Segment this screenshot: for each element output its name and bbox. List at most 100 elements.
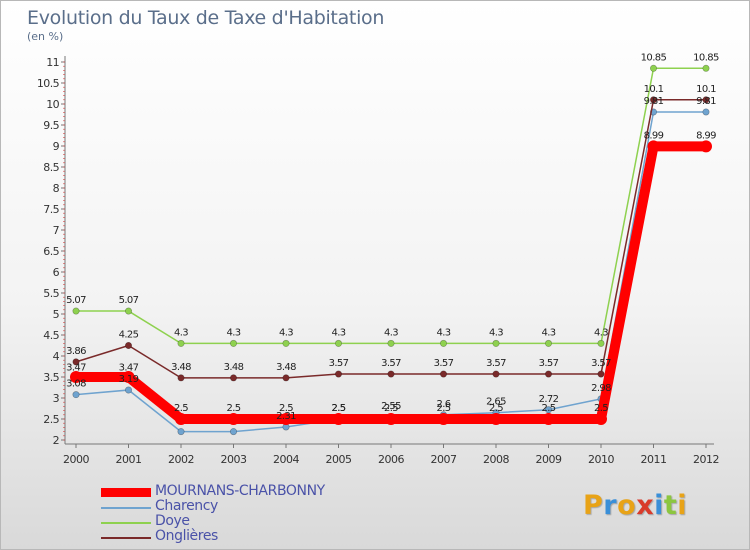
x-tick-label: 2010 (588, 453, 614, 466)
legend-swatch (101, 507, 151, 509)
y-unit-label: (en %) (27, 30, 64, 43)
logo-letter: o (617, 490, 637, 521)
data-label: 5.07 (119, 295, 139, 306)
data-label: 10.85 (693, 52, 719, 63)
data-point (702, 64, 710, 72)
logo-letter: i (654, 490, 664, 521)
data-label: 8.99 (696, 130, 716, 141)
data-label: 4.3 (594, 327, 608, 338)
data-label: 3.57 (434, 358, 454, 369)
data-label: 2.31 (276, 411, 296, 422)
y-tick-label: 6.5 (43, 245, 59, 258)
data-point (702, 96, 710, 104)
x-tick-label: 2008 (483, 453, 509, 466)
data-label: 2.5 (174, 403, 188, 414)
data-label: 2.5 (331, 403, 345, 414)
y-tick-label: 6 (53, 266, 60, 279)
x-tick-label: 2007 (431, 453, 457, 466)
data-point (332, 413, 345, 425)
y-tick-label: 9 (53, 140, 60, 153)
y-tick-label: 8 (53, 182, 60, 195)
data-label: 3.47 (66, 362, 86, 373)
logo-letter: t (663, 490, 678, 521)
data-label: 3.57 (381, 358, 401, 369)
data-label: 4.3 (226, 327, 240, 338)
data-point (122, 371, 135, 383)
y-tick-label: 4 (53, 350, 60, 363)
legend-swatch (101, 537, 151, 539)
data-point (72, 358, 80, 366)
y-tick-label: 10.5 (37, 77, 60, 90)
data-label: 2.72 (539, 394, 559, 405)
proxiti-logo: Proxiti (583, 490, 687, 521)
data-label: 3.57 (591, 358, 611, 369)
data-label: 9.81 (644, 96, 664, 107)
x-tick-label: 2005 (326, 453, 352, 466)
data-point (177, 374, 185, 382)
data-label: 2.65 (486, 397, 506, 408)
data-label: 4.3 (384, 327, 398, 338)
data-point (649, 96, 657, 104)
data-point (492, 339, 500, 347)
data-point (647, 140, 660, 153)
y-tick-label: 11 (46, 56, 59, 69)
data-point (649, 64, 657, 72)
y-tick-label: 5.5 (43, 287, 59, 300)
data-label: 3.19 (119, 374, 139, 385)
data-label: 9.81 (696, 96, 716, 107)
data-label: 4.3 (279, 327, 293, 338)
data-label: 2.6 (436, 399, 450, 410)
legend-swatch (101, 522, 151, 524)
logo-letter: i (677, 490, 688, 521)
data-point (72, 307, 80, 315)
data-label: 2.98 (591, 383, 611, 394)
series-line (71, 141, 711, 424)
data-label: 2.5 (331, 403, 345, 414)
logo-letter: r (603, 490, 618, 521)
data-label: 2.55 (381, 401, 401, 412)
data-point (544, 406, 552, 414)
y-tick-label: 5 (53, 308, 60, 321)
data-label: 4.25 (119, 330, 139, 341)
data-label: 2.5 (384, 403, 398, 414)
data-point (542, 413, 555, 425)
data-label: 3.57 (486, 358, 506, 369)
x-tick-label: 2000 (63, 453, 89, 466)
x-tick-label: 2012 (693, 453, 719, 466)
data-label: 4.3 (436, 327, 450, 338)
legend-label: Doye (155, 513, 190, 529)
data-point (492, 370, 500, 378)
y-tick-label: 10 (46, 98, 59, 111)
legend-label: Onglières (155, 528, 218, 544)
data-label: 4.3 (541, 327, 555, 338)
y-tick-label: 9.5 (43, 119, 59, 132)
data-label: 8.99 (644, 130, 664, 141)
x-tick-label: 2003 (221, 453, 247, 466)
data-point (490, 413, 502, 425)
data-point (437, 413, 450, 425)
data-point (387, 339, 395, 347)
x-tick-label: 2002 (168, 453, 194, 466)
data-point (70, 371, 82, 383)
data-point (125, 307, 133, 315)
data-point (175, 413, 187, 425)
data-point (230, 428, 238, 436)
y-tick-label: 4.5 (43, 329, 59, 342)
y-tick-label: 8.5 (43, 161, 59, 174)
data-point (439, 370, 447, 378)
y-tick-label: 3.5 (43, 371, 59, 384)
data-label: 10.85 (641, 52, 667, 63)
data-point (597, 370, 605, 378)
y-tick-label: 7 (53, 224, 60, 237)
data-label: 10.1 (696, 84, 716, 95)
data-label: 2.5 (226, 403, 240, 414)
x-tick-label: 2006 (378, 453, 404, 466)
data-point (177, 428, 185, 436)
data-point (72, 391, 80, 399)
x-tick-label: 2011 (641, 453, 667, 466)
legend-label: Charency (155, 498, 218, 514)
data-point (282, 339, 290, 347)
data-point (595, 413, 607, 425)
data-label: 2.5 (489, 403, 503, 414)
